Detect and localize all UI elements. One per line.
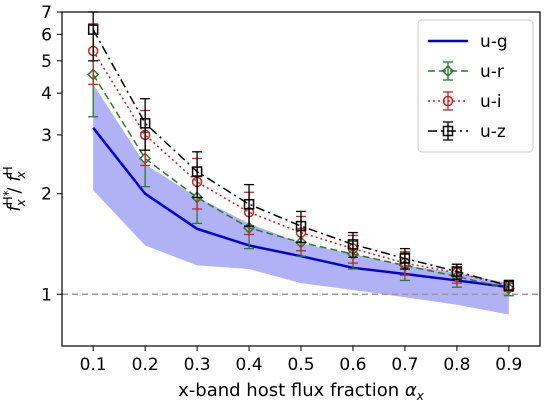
- u-z-point-1: [139, 118, 151, 129]
- u-z-point-6: [399, 253, 411, 264]
- legend-label-u-i: u-i: [480, 92, 502, 112]
- legend-box: [417, 19, 534, 153]
- x-tick-label-0.6: 0.6: [339, 355, 366, 375]
- u-z-point-7: [451, 266, 463, 277]
- legend-marker-u-i: [442, 95, 454, 107]
- legend-entry-u-g: u-g: [428, 32, 508, 52]
- y-axis: 1 2 3 4 5 67: [41, 3, 62, 305]
- y-title-sup-left: H*: [1, 190, 15, 205]
- legend-entry-u-r: u-r: [428, 61, 504, 82]
- x-tick-label-0.9: 0.9: [495, 355, 522, 375]
- x-tick-label-0.8: 0.8: [443, 355, 470, 375]
- series-layer: [87, 11, 515, 297]
- x-axis-title-symbol: α: [405, 380, 417, 401]
- legend-entry-u-z: u-z: [428, 121, 506, 142]
- y-tick-label-5: 5: [41, 52, 52, 72]
- x-axis: 0.1 0.2 0.3 0.4 0.5 0.6 0.7 0.8 0.9: [80, 346, 522, 375]
- y-title-f-right: f: [4, 173, 25, 182]
- y-tick-label-2: 2: [41, 185, 52, 205]
- x-axis-title-subscript: x: [416, 389, 425, 403]
- y-title-sup-right: H: [1, 166, 15, 175]
- legend-label-u-g: u-g: [480, 32, 508, 52]
- legend-entry-u-i: u-i: [428, 91, 502, 112]
- x-axis-title-text: x-band host flux fraction: [178, 380, 399, 401]
- x-tick-label-0.3: 0.3: [184, 355, 211, 375]
- y-title-f-left: f: [4, 203, 25, 212]
- y-tick-label-4: 4: [41, 84, 52, 104]
- u-r-point-8: [502, 282, 515, 295]
- legend-label-u-r: u-r: [480, 62, 504, 82]
- y-tick-label-3: 3: [41, 126, 52, 146]
- u-z-point-5: [347, 239, 359, 250]
- y-tick-label-1: 1: [41, 285, 52, 305]
- legend-marker-u-z: [442, 125, 454, 137]
- u-z-line: [92, 29, 510, 287]
- u-z-point-8: [503, 280, 515, 292]
- legend-marker-u-r: [441, 64, 455, 78]
- x-axis-title: x-band host flux fraction αx: [178, 380, 425, 403]
- u-g-spread-band: [93, 84, 509, 315]
- y-axis-title: fH*x / fHx: [1, 166, 28, 211]
- y-title-sub-left: x: [14, 198, 28, 207]
- u-z-point-0: [87, 24, 99, 35]
- u-z-point-2: [191, 166, 203, 177]
- legend-label-u-z: u-z: [480, 122, 506, 142]
- y-tick-label-6: 6: [41, 25, 52, 45]
- y-title-separator: /: [4, 182, 25, 200]
- x-tick-label-0.2: 0.2: [132, 355, 159, 375]
- u-g-spread-band-layer: [93, 84, 509, 315]
- u-z-point-4: [295, 220, 307, 232]
- legend: u-g u-r u-i u-z: [417, 19, 534, 153]
- y-title-sub-right: x: [14, 170, 28, 179]
- x-tick-label-0.1: 0.1: [80, 355, 107, 375]
- u-z-series: [87, 11, 515, 292]
- x-tick-label-0.5: 0.5: [287, 355, 314, 375]
- y-tick-label-7: 7: [41, 3, 52, 23]
- x-tick-label-0.4: 0.4: [236, 355, 263, 375]
- u-z-point-3: [243, 198, 255, 210]
- x-tick-label-0.7: 0.7: [391, 355, 418, 375]
